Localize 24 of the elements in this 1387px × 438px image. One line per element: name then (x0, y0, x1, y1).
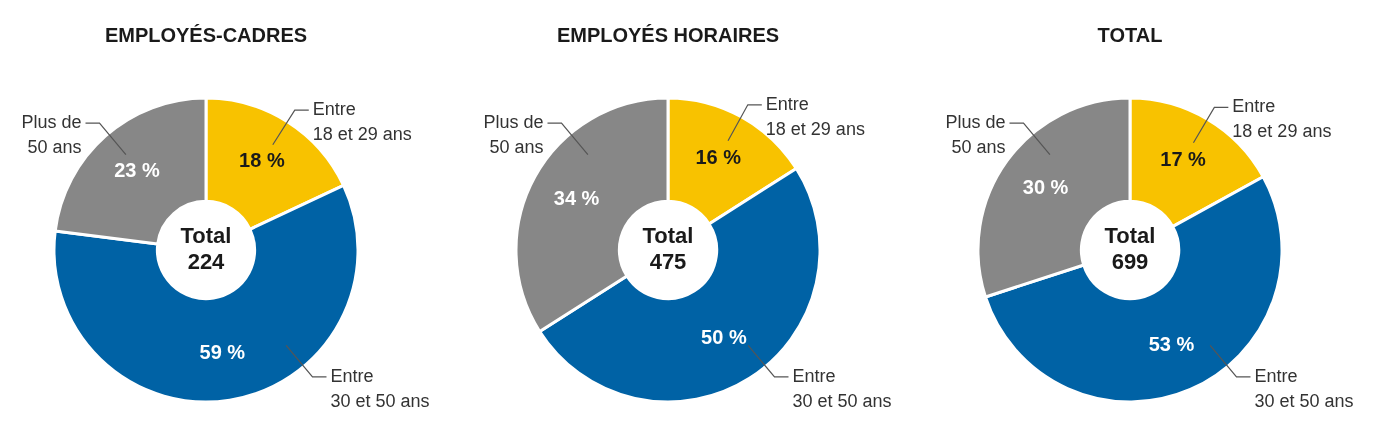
data-label: 30 % (1022, 176, 1069, 199)
data-label: 50 % (701, 325, 747, 348)
slice-label: Entre 18 et 29 ans (312, 99, 412, 145)
slice-label: Plus de 50 ans (483, 112, 544, 158)
data-label: 23 % (114, 159, 161, 182)
slice-label: Plus de 50 ans (945, 112, 1006, 158)
data-label: 53 % (1148, 333, 1195, 356)
text: Total 224 (180, 223, 232, 275)
chart-title: EMPLOYÉS HORAIRES (556, 23, 780, 46)
data-label: 18 % (239, 149, 285, 172)
chart-title: TOTAL (1097, 23, 1163, 46)
slice-label: Entre 30 et 50 ans (1254, 365, 1354, 411)
data-label: 34 % (553, 187, 600, 210)
text: Total 475 (642, 223, 694, 275)
data-label: 59 % (199, 340, 246, 363)
text: Total 699 (1104, 223, 1156, 275)
slice-label: Plus de 50 ans (21, 112, 82, 158)
slice-label: Entre 18 et 29 ans (1232, 96, 1332, 142)
slice-label: Entre 30 et 50 ans (330, 365, 430, 411)
data-label: 17 % (1160, 147, 1207, 170)
data-label: 16 % (695, 146, 742, 169)
slice-label: Entre 30 et 50 ans (792, 365, 892, 411)
chart-title: EMPLOYÉS-CADRES (104, 23, 308, 46)
slice-label: Entre 18 et 29 ans (765, 93, 865, 139)
